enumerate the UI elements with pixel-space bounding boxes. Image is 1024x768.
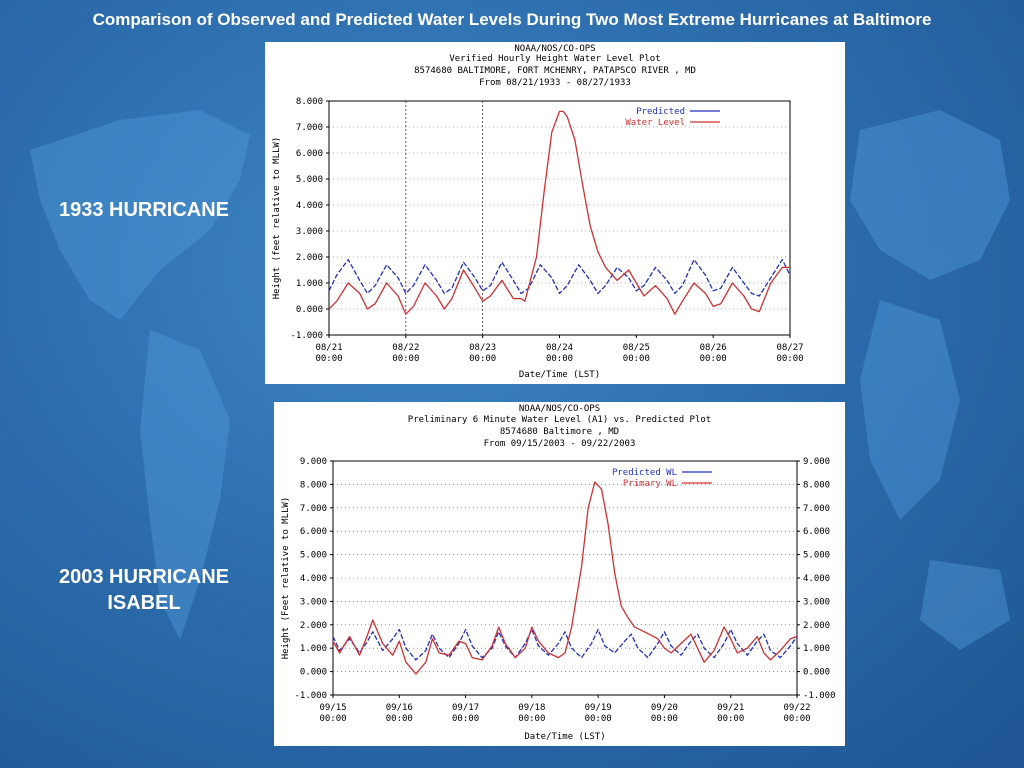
y-tick-label: 1.000 xyxy=(296,279,323,289)
x-tick-label-time: 00:00 xyxy=(518,714,545,724)
series-line-predicted xyxy=(328,258,791,297)
chart-panel-2003: NOAA/NOS/CO-OPS Preliminary 6 Minute Wate… xyxy=(274,402,845,746)
chart-header-line: From 08/21/1933 - 08/27/1933 xyxy=(479,78,631,88)
y-tick-label-right: 5.000 xyxy=(803,551,830,561)
x-tick-label-date: 09/17 xyxy=(452,703,479,713)
x-tick-label-time: 00:00 xyxy=(469,354,496,364)
legend-label-observed: Water Level xyxy=(625,118,685,128)
y-tick-label: 7.000 xyxy=(296,123,323,133)
x-axis-label: Date/Time (LST) xyxy=(524,732,605,742)
x-tick-label-date: 08/23 xyxy=(469,343,496,353)
label-2003-line1: 2003 HURRICANE xyxy=(58,566,230,588)
y-tick-label: 8.000 xyxy=(296,97,323,107)
x-tick-label-date: 09/19 xyxy=(585,703,612,713)
legend-label-predicted: Predicted WL xyxy=(612,468,677,478)
x-tick-label-time: 00:00 xyxy=(386,714,413,724)
x-tick-label-date: 08/24 xyxy=(546,343,573,353)
x-tick-label-time: 00:00 xyxy=(315,354,342,364)
y-tick-label: 9.000 xyxy=(300,457,327,467)
chart-header-line: NOAA/NOS/CO-OPS xyxy=(514,44,595,54)
y-tick-label: 0.000 xyxy=(300,668,327,678)
y-tick-label: 0.000 xyxy=(296,305,323,315)
x-tick-label-time: 00:00 xyxy=(776,354,803,364)
y-tick-label: 6.000 xyxy=(296,149,323,159)
legend-label-observed: Primary WL xyxy=(623,479,677,489)
y-tick-label: 1.000 xyxy=(300,644,327,654)
y-tick-label: 6.000 xyxy=(300,527,327,537)
x-tick-label-time: 00:00 xyxy=(700,354,727,364)
x-tick-label-time: 00:00 xyxy=(717,714,744,724)
series-line-observed xyxy=(332,481,798,675)
y-tick-label-right: 8.000 xyxy=(803,480,830,490)
y-tick-label: -1.000 xyxy=(290,331,323,341)
series-line-observed xyxy=(328,110,790,315)
y-tick-label: 4.000 xyxy=(296,201,323,211)
chart-header-line: 8574680 Baltimore , MD xyxy=(500,427,619,437)
x-tick-label-time: 00:00 xyxy=(546,354,573,364)
chart-panel-1933: NOAA/NOS/CO-OPS Verified Hourly Height Wa… xyxy=(265,42,845,384)
slide-title: Comparison of Observed and Predicted Wat… xyxy=(92,10,932,29)
x-tick-label-date: 09/16 xyxy=(386,703,413,713)
x-tick-label-date: 08/25 xyxy=(623,343,650,353)
y-tick-label: 8.000 xyxy=(300,480,327,490)
x-tick-label-time: 00:00 xyxy=(651,714,678,724)
x-tick-label-date: 08/21 xyxy=(315,343,342,353)
plot-frame xyxy=(328,100,791,336)
x-tick-label-time: 00:00 xyxy=(585,714,612,724)
y-tick-label: 4.000 xyxy=(300,574,327,584)
x-tick-label-date: 09/15 xyxy=(319,703,346,713)
y-tick-label-right: -1.000 xyxy=(803,691,836,701)
y-tick-label: 2.000 xyxy=(296,253,323,263)
x-tick-label-time: 00:00 xyxy=(392,354,419,364)
x-tick-label-date: 09/20 xyxy=(651,703,678,713)
y-tick-label: 5.000 xyxy=(296,175,323,185)
chart-header-line: Preliminary 6 Minute Water Level (A1) vs… xyxy=(408,415,711,425)
x-tick-label-date: 09/21 xyxy=(717,703,744,713)
x-tick-label-time: 00:00 xyxy=(319,714,346,724)
y-tick-label: 3.000 xyxy=(300,597,327,607)
series-line-predicted xyxy=(332,628,798,661)
x-tick-label-date: 09/18 xyxy=(518,703,545,713)
label-1933-text: 1933 HURRICANE xyxy=(58,199,230,221)
legend-label-predicted: Predicted xyxy=(636,107,685,117)
y-tick-label-right: 1.000 xyxy=(803,644,830,654)
y-tick-label: -1.000 xyxy=(294,691,327,701)
x-tick-label-date: 08/22 xyxy=(392,343,419,353)
y-tick-label-right: 7.000 xyxy=(803,504,830,514)
x-tick-label-date: 08/27 xyxy=(776,343,803,353)
y-axis-label: Height (feet relative to MLLW) xyxy=(272,137,282,300)
label-2003-line2: ISABEL xyxy=(107,592,181,614)
x-tick-label-time: 00:00 xyxy=(452,714,479,724)
x-axis-label: Date/Time (LST) xyxy=(519,370,600,380)
y-tick-label-right: 3.000 xyxy=(803,597,830,607)
y-tick-label-right: 2.000 xyxy=(803,621,830,631)
x-tick-label-time: 00:00 xyxy=(783,714,810,724)
chart-header-line: Verified Hourly Height Water Level Plot xyxy=(449,54,660,64)
y-tick-label-right: 6.000 xyxy=(803,527,830,537)
x-tick-label-date: 09/22 xyxy=(783,703,810,713)
y-tick-label: 5.000 xyxy=(300,551,327,561)
y-tick-label: 2.000 xyxy=(300,621,327,631)
label-2003-hurricane: 2003 HURRICANE ISABEL xyxy=(34,564,254,616)
y-tick-label: 7.000 xyxy=(300,504,327,514)
x-tick-label-date: 08/26 xyxy=(700,343,727,353)
chart-header-line: From 09/15/2003 - 09/22/2003 xyxy=(484,439,636,449)
y-axis-label: Height (Feet relative to MLLW) xyxy=(281,497,291,660)
y-tick-label-right: 0.000 xyxy=(803,668,830,678)
chart-header-line: 8574680 BALTIMORE, FORT MCHENRY, PATAPSC… xyxy=(414,66,696,76)
label-1933-hurricane: 1933 HURRICANE xyxy=(34,197,254,223)
x-tick-label-time: 00:00 xyxy=(623,354,650,364)
y-tick-label: 3.000 xyxy=(296,227,323,237)
chart-header-line: NOAA/NOS/CO-OPS xyxy=(519,404,600,414)
y-tick-label-right: 4.000 xyxy=(803,574,830,584)
y-tick-label-right: 9.000 xyxy=(803,457,830,467)
